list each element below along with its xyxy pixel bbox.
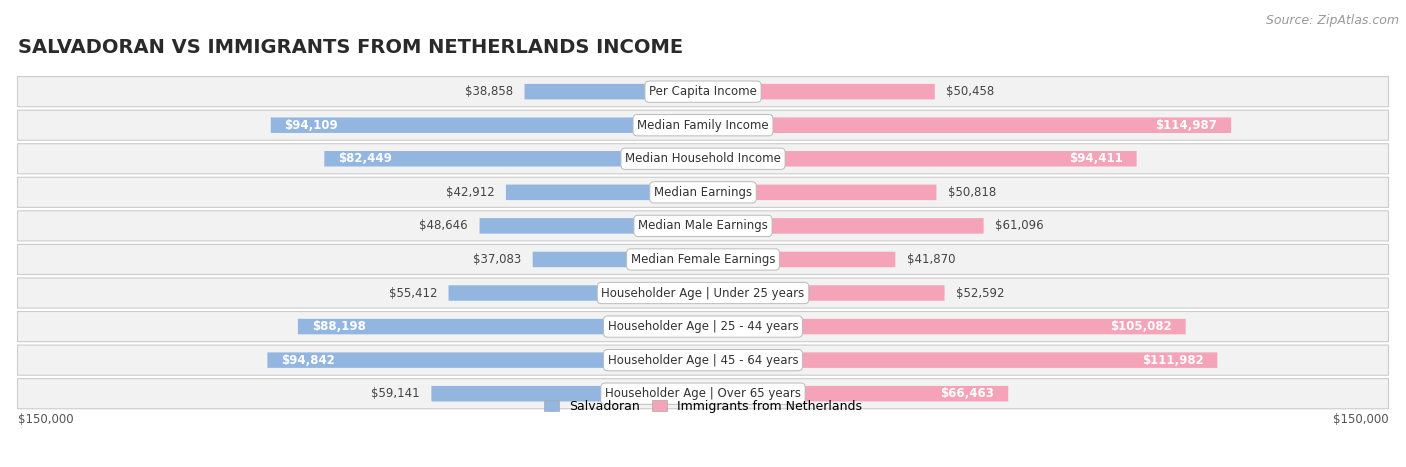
Text: Median Earnings: Median Earnings (654, 186, 752, 199)
Text: $105,082: $105,082 (1111, 320, 1171, 333)
FancyBboxPatch shape (17, 379, 1389, 409)
FancyBboxPatch shape (703, 151, 1136, 167)
Text: $114,987: $114,987 (1156, 119, 1218, 132)
Text: $41,870: $41,870 (907, 253, 955, 266)
Text: $111,982: $111,982 (1142, 354, 1204, 367)
FancyBboxPatch shape (703, 285, 945, 301)
FancyBboxPatch shape (17, 278, 1389, 308)
FancyBboxPatch shape (703, 84, 935, 99)
Text: $59,141: $59,141 (371, 387, 420, 400)
FancyBboxPatch shape (298, 319, 703, 334)
Text: $48,646: $48,646 (419, 219, 468, 233)
FancyBboxPatch shape (533, 252, 703, 267)
FancyBboxPatch shape (271, 118, 703, 133)
Text: Source: ZipAtlas.com: Source: ZipAtlas.com (1265, 14, 1399, 27)
Text: $38,858: $38,858 (465, 85, 513, 98)
FancyBboxPatch shape (506, 184, 703, 200)
Text: Median Family Income: Median Family Income (637, 119, 769, 132)
Text: $42,912: $42,912 (446, 186, 495, 199)
Text: $50,458: $50,458 (946, 85, 994, 98)
Legend: Salvadoran, Immigrants from Netherlands: Salvadoran, Immigrants from Netherlands (538, 395, 868, 417)
Text: $55,412: $55,412 (388, 287, 437, 299)
Text: $150,000: $150,000 (1333, 412, 1389, 425)
FancyBboxPatch shape (703, 252, 896, 267)
FancyBboxPatch shape (17, 311, 1389, 342)
Text: $52,592: $52,592 (956, 287, 1004, 299)
Text: $88,198: $88,198 (312, 320, 366, 333)
Text: Median Male Earnings: Median Male Earnings (638, 219, 768, 233)
Text: $82,449: $82,449 (337, 152, 392, 165)
Text: $94,411: $94,411 (1069, 152, 1123, 165)
Text: Per Capita Income: Per Capita Income (650, 85, 756, 98)
Text: SALVADORAN VS IMMIGRANTS FROM NETHERLANDS INCOME: SALVADORAN VS IMMIGRANTS FROM NETHERLAND… (17, 38, 683, 57)
Text: $61,096: $61,096 (995, 219, 1043, 233)
FancyBboxPatch shape (703, 118, 1232, 133)
Text: Householder Age | 45 - 64 years: Householder Age | 45 - 64 years (607, 354, 799, 367)
Text: $94,842: $94,842 (281, 354, 335, 367)
Text: $37,083: $37,083 (472, 253, 522, 266)
Text: Median Female Earnings: Median Female Earnings (631, 253, 775, 266)
Text: Median Household Income: Median Household Income (626, 152, 780, 165)
FancyBboxPatch shape (17, 177, 1389, 207)
FancyBboxPatch shape (17, 110, 1389, 140)
FancyBboxPatch shape (703, 386, 1008, 402)
FancyBboxPatch shape (703, 184, 936, 200)
FancyBboxPatch shape (17, 345, 1389, 375)
Text: $50,818: $50,818 (948, 186, 995, 199)
Text: $150,000: $150,000 (17, 412, 73, 425)
FancyBboxPatch shape (17, 211, 1389, 241)
FancyBboxPatch shape (267, 353, 703, 368)
FancyBboxPatch shape (703, 319, 1185, 334)
Text: Householder Age | Under 25 years: Householder Age | Under 25 years (602, 287, 804, 299)
FancyBboxPatch shape (524, 84, 703, 99)
Text: Householder Age | 25 - 44 years: Householder Age | 25 - 44 years (607, 320, 799, 333)
FancyBboxPatch shape (703, 353, 1218, 368)
FancyBboxPatch shape (703, 218, 984, 234)
FancyBboxPatch shape (17, 244, 1389, 275)
Text: Householder Age | Over 65 years: Householder Age | Over 65 years (605, 387, 801, 400)
FancyBboxPatch shape (17, 77, 1389, 106)
FancyBboxPatch shape (449, 285, 703, 301)
FancyBboxPatch shape (17, 144, 1389, 174)
FancyBboxPatch shape (479, 218, 703, 234)
Text: $94,109: $94,109 (284, 119, 339, 132)
Text: $66,463: $66,463 (941, 387, 994, 400)
FancyBboxPatch shape (325, 151, 703, 167)
FancyBboxPatch shape (432, 386, 703, 402)
